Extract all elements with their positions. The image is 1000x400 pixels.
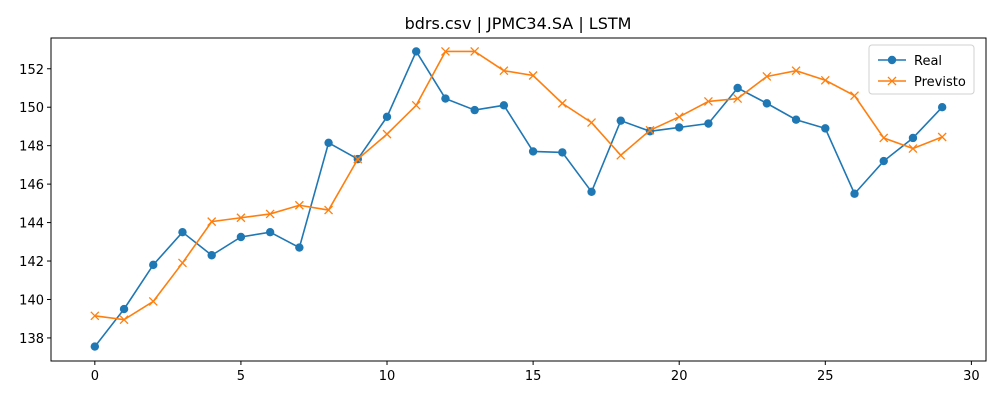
data-point-previsto <box>119 315 129 325</box>
data-point-real <box>412 47 421 56</box>
data-point-real <box>558 148 567 157</box>
data-point-previsto <box>411 100 421 110</box>
data-point-previsto <box>148 296 158 306</box>
data-point-real <box>704 119 713 128</box>
x-tick-label: 0 <box>91 369 99 384</box>
data-point-previsto <box>587 118 597 128</box>
data-point-previsto <box>499 66 509 76</box>
data-point-previsto <box>616 150 626 160</box>
data-point-previsto <box>557 98 567 108</box>
data-point-real <box>850 189 859 198</box>
data-point-real <box>675 123 684 132</box>
data-point-real <box>295 243 304 252</box>
y-tick-label: 142 <box>19 255 44 270</box>
series-line-real <box>94 49 943 348</box>
data-point-real <box>821 124 830 133</box>
data-point-real <box>265 227 275 237</box>
legend: Real Previsto <box>868 44 975 95</box>
data-point-real <box>324 138 333 147</box>
data-point-real <box>587 187 596 197</box>
data-point-previsto <box>645 125 655 135</box>
data-point-previsto <box>236 213 246 223</box>
data-point-real <box>762 99 772 108</box>
x-tick-label: 20 <box>671 369 688 384</box>
x-tick-label: 10 <box>379 369 396 384</box>
data-point-previsto <box>908 144 918 154</box>
data-point-previsto <box>353 154 363 164</box>
data-point-previsto <box>733 94 743 104</box>
y-tick-label: 138 <box>19 332 44 347</box>
data-point-previsto <box>703 96 713 106</box>
y-tick-label: 140 <box>19 293 44 308</box>
data-point-real <box>791 115 801 124</box>
data-point-previsto <box>294 200 304 210</box>
data-point-previsto <box>762 71 772 81</box>
data-point-real <box>236 232 246 242</box>
data-point-real <box>470 105 479 115</box>
data-point-real <box>733 83 742 93</box>
y-tick-label: 152 <box>19 63 44 78</box>
data-point-previsto <box>528 71 538 80</box>
data-point-real <box>528 147 538 156</box>
data-point-real <box>149 260 158 270</box>
x-tick-label: 30 <box>963 369 980 384</box>
data-point-previsto <box>178 258 187 268</box>
data-point-previsto <box>850 91 859 101</box>
data-point-real <box>441 94 450 103</box>
data-point-previsto <box>90 311 100 321</box>
data-point-previsto <box>382 129 392 139</box>
series-line-previsto <box>94 50 943 321</box>
legend-label: Real <box>914 54 942 69</box>
x-tick-label: 15 <box>525 369 542 384</box>
data-point-real <box>382 112 392 122</box>
legend-marker <box>887 76 897 86</box>
y-tick-label: 144 <box>19 217 44 232</box>
data-point-previsto <box>207 217 217 227</box>
data-point-real <box>879 156 888 166</box>
data-point-real <box>499 101 509 110</box>
y-tick-label: 150 <box>19 101 44 116</box>
plot-frame <box>50 37 987 362</box>
data-point-previsto <box>324 205 334 215</box>
data-point-previsto <box>265 209 275 219</box>
x-tick-label: 25 <box>817 369 834 384</box>
data-point-previsto <box>440 46 450 56</box>
x-tick-label: 5 <box>237 369 245 384</box>
data-point-real <box>90 342 100 351</box>
data-point-previsto <box>470 46 480 56</box>
data-point-previsto <box>820 75 830 85</box>
y-tick-label: 146 <box>19 178 44 193</box>
plot-area: 0 5 10 15 20 25 30 138 140 142 144 146 148 150 152 <box>19 37 987 384</box>
data-point-previsto <box>879 133 889 143</box>
data-point-real <box>908 133 918 143</box>
chart-title: bdrs.csv | JPMC34.SA | LSTM <box>405 14 632 33</box>
legend-label: Previsto <box>914 75 966 90</box>
data-point-real <box>207 251 216 260</box>
data-point-previsto <box>937 132 947 142</box>
y-tick-label: 148 <box>19 140 44 155</box>
data-point-previsto <box>791 66 801 76</box>
data-point-real <box>616 116 625 125</box>
data-point-previsto <box>674 112 684 122</box>
data-point-real <box>937 103 947 112</box>
data-point-real <box>178 227 187 237</box>
data-point-real <box>119 304 129 314</box>
legend-marker <box>887 55 897 65</box>
